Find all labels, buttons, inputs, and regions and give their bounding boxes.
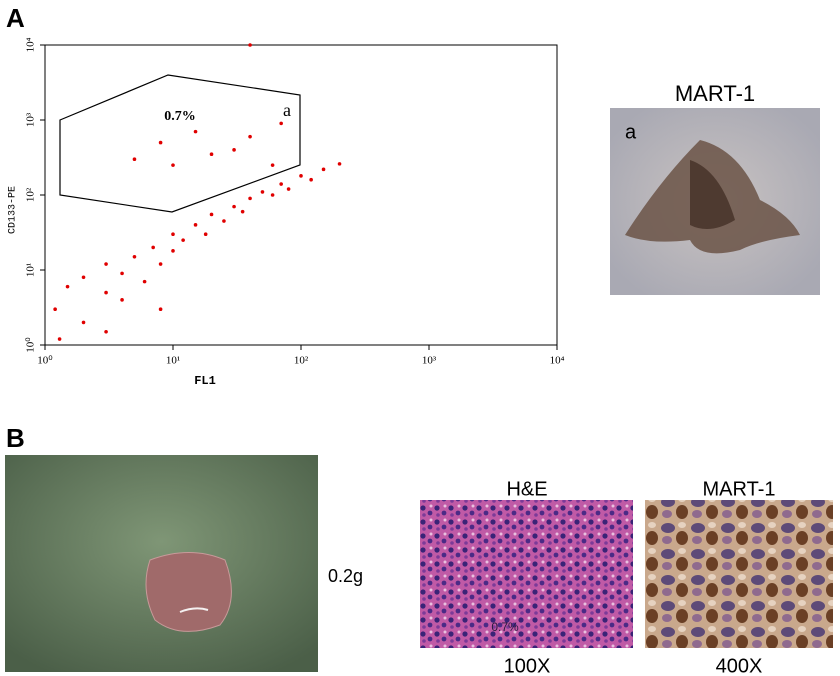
image-title: MART-1 [703,478,776,500]
point [209,212,214,217]
point [81,320,86,325]
point [142,279,147,284]
point [193,129,198,134]
point [321,167,326,172]
point [81,275,86,280]
point [248,43,252,47]
image-he: H&E 0.7% 100X [420,478,633,676]
point [248,134,252,139]
x-tick-label: 10⁰ [37,355,53,367]
point [209,152,214,156]
point [286,187,291,191]
point [104,262,108,266]
point [120,271,124,276]
image-mart-1-a: MART-1 a [610,81,820,295]
y-tick-label: 10⁰ [25,337,37,353]
point [171,232,175,237]
point [279,182,283,186]
micrograph [420,500,633,648]
micrograph [645,500,833,648]
magnification: 400X [716,655,763,676]
point [222,219,226,223]
y-tick-label: 10³ [25,112,37,127]
point [65,284,70,289]
point [57,337,62,341]
x-axis-label: FL1 [194,374,216,388]
point [270,163,275,167]
x-tick-label: 10² [294,355,309,367]
point [248,196,252,201]
image-title: MART-1 [675,81,755,106]
point [309,177,313,182]
point [158,262,163,266]
point [132,254,137,259]
panel-label: B [6,423,25,453]
point [240,209,245,214]
x-tick-label: 10⁴ [550,355,565,367]
point [260,190,265,194]
x-tick-label: 10³ [422,355,437,367]
y-tick-label: 10⁴ [25,37,37,52]
point [120,298,124,302]
point [270,193,275,197]
x-tick-label: 10¹ [166,355,180,367]
weight-label: 0.2g [328,566,363,586]
panel-label: A [6,3,25,33]
point [158,140,163,145]
y-tick-label: 10² [25,187,37,202]
point [203,232,208,237]
point [232,148,236,152]
point [151,245,155,250]
gate-percentage: 0.7% [164,109,196,124]
image-overlay: 0.7% [491,620,519,634]
y-axis-label: CD133-PE [8,186,19,234]
point [171,163,175,167]
point [132,157,137,162]
point [53,307,57,312]
image-title: H&E [506,478,547,500]
image-label: a [625,121,637,143]
point [104,290,108,295]
point [299,174,303,178]
point [337,162,342,166]
point [181,238,185,242]
point [232,204,236,209]
y-tick-label: 10¹ [25,263,37,277]
point [158,307,163,312]
image-mart-1-b: MART-1 400X [645,478,833,676]
point [193,223,198,227]
point [279,121,283,126]
image-tumor: 0.2g [5,455,363,672]
magnification: 100X [504,655,551,676]
gate [59,74,301,213]
point [171,249,175,253]
gate-label: a [283,100,291,120]
point [104,329,108,334]
